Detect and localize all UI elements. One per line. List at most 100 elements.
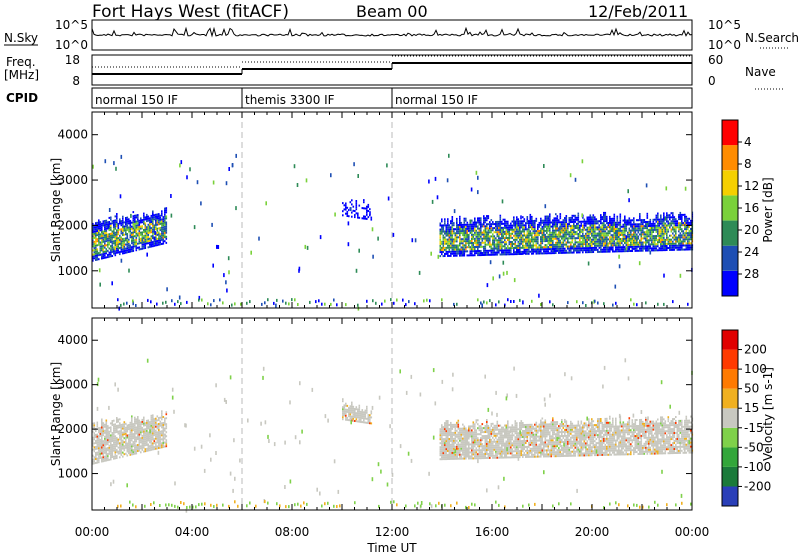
range-gate-cell xyxy=(532,228,535,231)
range-gate-cell xyxy=(129,439,132,442)
range-gate-cell xyxy=(582,243,584,246)
range-gate-cell xyxy=(601,226,604,229)
range-gate-cell xyxy=(648,235,650,238)
range-gate-cell xyxy=(657,212,659,215)
range-gate-cell xyxy=(583,247,586,250)
range-gate-cell xyxy=(161,422,163,425)
range-gate-cell xyxy=(114,449,117,452)
range-gate-cell xyxy=(120,220,123,223)
range-gate-cell xyxy=(672,244,674,247)
range-gate-cell xyxy=(535,246,538,249)
range-gate-cell xyxy=(681,218,683,220)
range-gate-cell xyxy=(155,222,157,224)
range-gate-cell xyxy=(609,226,611,229)
range-gate-cell xyxy=(688,246,691,249)
range-gate-cell xyxy=(688,232,691,235)
range-gate-cell xyxy=(540,230,542,232)
range-gate-cell xyxy=(610,230,613,233)
range-gate-cell xyxy=(126,216,129,219)
range-gate-cell xyxy=(105,427,108,430)
range-gate-cell xyxy=(92,440,94,443)
range-gate-cell xyxy=(454,238,457,241)
range-gate-cell xyxy=(466,229,469,232)
range-gate-cell xyxy=(129,224,132,227)
range-gate-cell xyxy=(135,222,138,225)
range-gate-cell xyxy=(98,221,100,224)
range-gate-cell xyxy=(439,236,442,239)
range-gate-cell xyxy=(501,241,503,244)
range-gate-cell xyxy=(484,243,487,246)
range-gate-cell xyxy=(684,217,686,220)
range-gate-cell xyxy=(489,225,491,228)
range-gate-cell xyxy=(634,235,637,238)
range-gate-cell xyxy=(568,245,571,248)
range-gate-cell xyxy=(559,251,562,254)
range-gate-cell xyxy=(131,449,133,452)
range-gate-cell xyxy=(568,251,571,254)
range-gate-cell xyxy=(448,224,451,227)
range-gate-cell xyxy=(570,227,572,230)
scatter-cell xyxy=(227,256,230,261)
range-gate-cell xyxy=(624,227,626,230)
range-gate-cell xyxy=(574,233,577,236)
range-gate-cell xyxy=(134,450,136,453)
range-gate-cell xyxy=(645,247,647,250)
range-gate-cell xyxy=(95,236,97,239)
range-gate-cell xyxy=(489,229,491,232)
range-gate-cell xyxy=(592,246,595,249)
range-gate-cell xyxy=(663,214,665,217)
range-gate-cell xyxy=(364,215,367,218)
range-gate-cell xyxy=(99,434,102,437)
range-gate-cell xyxy=(156,415,159,418)
range-gate-cell xyxy=(579,220,581,223)
range-gate-cell xyxy=(588,216,590,219)
range-gate-cell xyxy=(616,232,619,234)
range-gate-cell xyxy=(672,232,674,235)
range-gate-cell xyxy=(639,229,641,232)
range-gate-cell xyxy=(126,454,129,457)
range-gate-cell xyxy=(149,225,151,228)
range-gate-cell xyxy=(666,214,668,217)
range-gate-cell xyxy=(592,224,595,227)
range-gate-cell xyxy=(105,433,108,436)
range-gate-cell xyxy=(552,241,554,244)
range-gate-cell xyxy=(469,254,472,257)
range-gate-cell xyxy=(663,226,665,229)
range-gate-cell xyxy=(126,239,129,242)
range-gate-cell xyxy=(573,249,575,252)
range-gate-cell xyxy=(690,242,692,245)
range-gate-cell xyxy=(457,441,460,444)
range-gate-cell xyxy=(543,250,545,253)
range-gate-cell xyxy=(556,227,559,230)
range-gate-cell xyxy=(441,228,443,231)
range-gate-cell xyxy=(456,433,458,436)
range-gate-cell xyxy=(134,239,136,242)
range-gate-cell xyxy=(645,245,647,248)
range-gate-cell xyxy=(147,217,150,220)
range-gate-cell xyxy=(582,224,584,227)
range-gate-cell xyxy=(135,426,138,429)
range-gate-cell xyxy=(523,224,526,227)
range-gate-cell xyxy=(585,232,587,235)
range-gate-cell xyxy=(637,235,640,238)
range-gate-cell xyxy=(639,233,641,236)
range-gate-cell xyxy=(111,452,114,454)
range-gate-cell xyxy=(589,222,592,225)
range-gate-cell xyxy=(93,456,96,459)
range-gate-cell xyxy=(516,216,518,219)
range-gate-cell xyxy=(649,237,652,240)
range-gate-cell xyxy=(676,244,679,247)
range-gate-cell xyxy=(117,245,120,248)
range-gate-cell xyxy=(105,248,108,251)
range-gate-cell xyxy=(114,233,117,236)
range-gate-cell xyxy=(541,227,544,230)
range-gate-cell xyxy=(164,225,166,228)
range-gate-cell xyxy=(114,250,117,253)
range-gate-cell xyxy=(114,244,117,246)
range-gate-cell xyxy=(448,434,451,436)
range-gate-cell xyxy=(478,231,481,234)
range-gate-cell xyxy=(640,247,643,250)
range-gate-cell xyxy=(95,259,97,261)
range-gate-cell xyxy=(672,246,674,249)
range-gate-cell xyxy=(156,240,159,242)
